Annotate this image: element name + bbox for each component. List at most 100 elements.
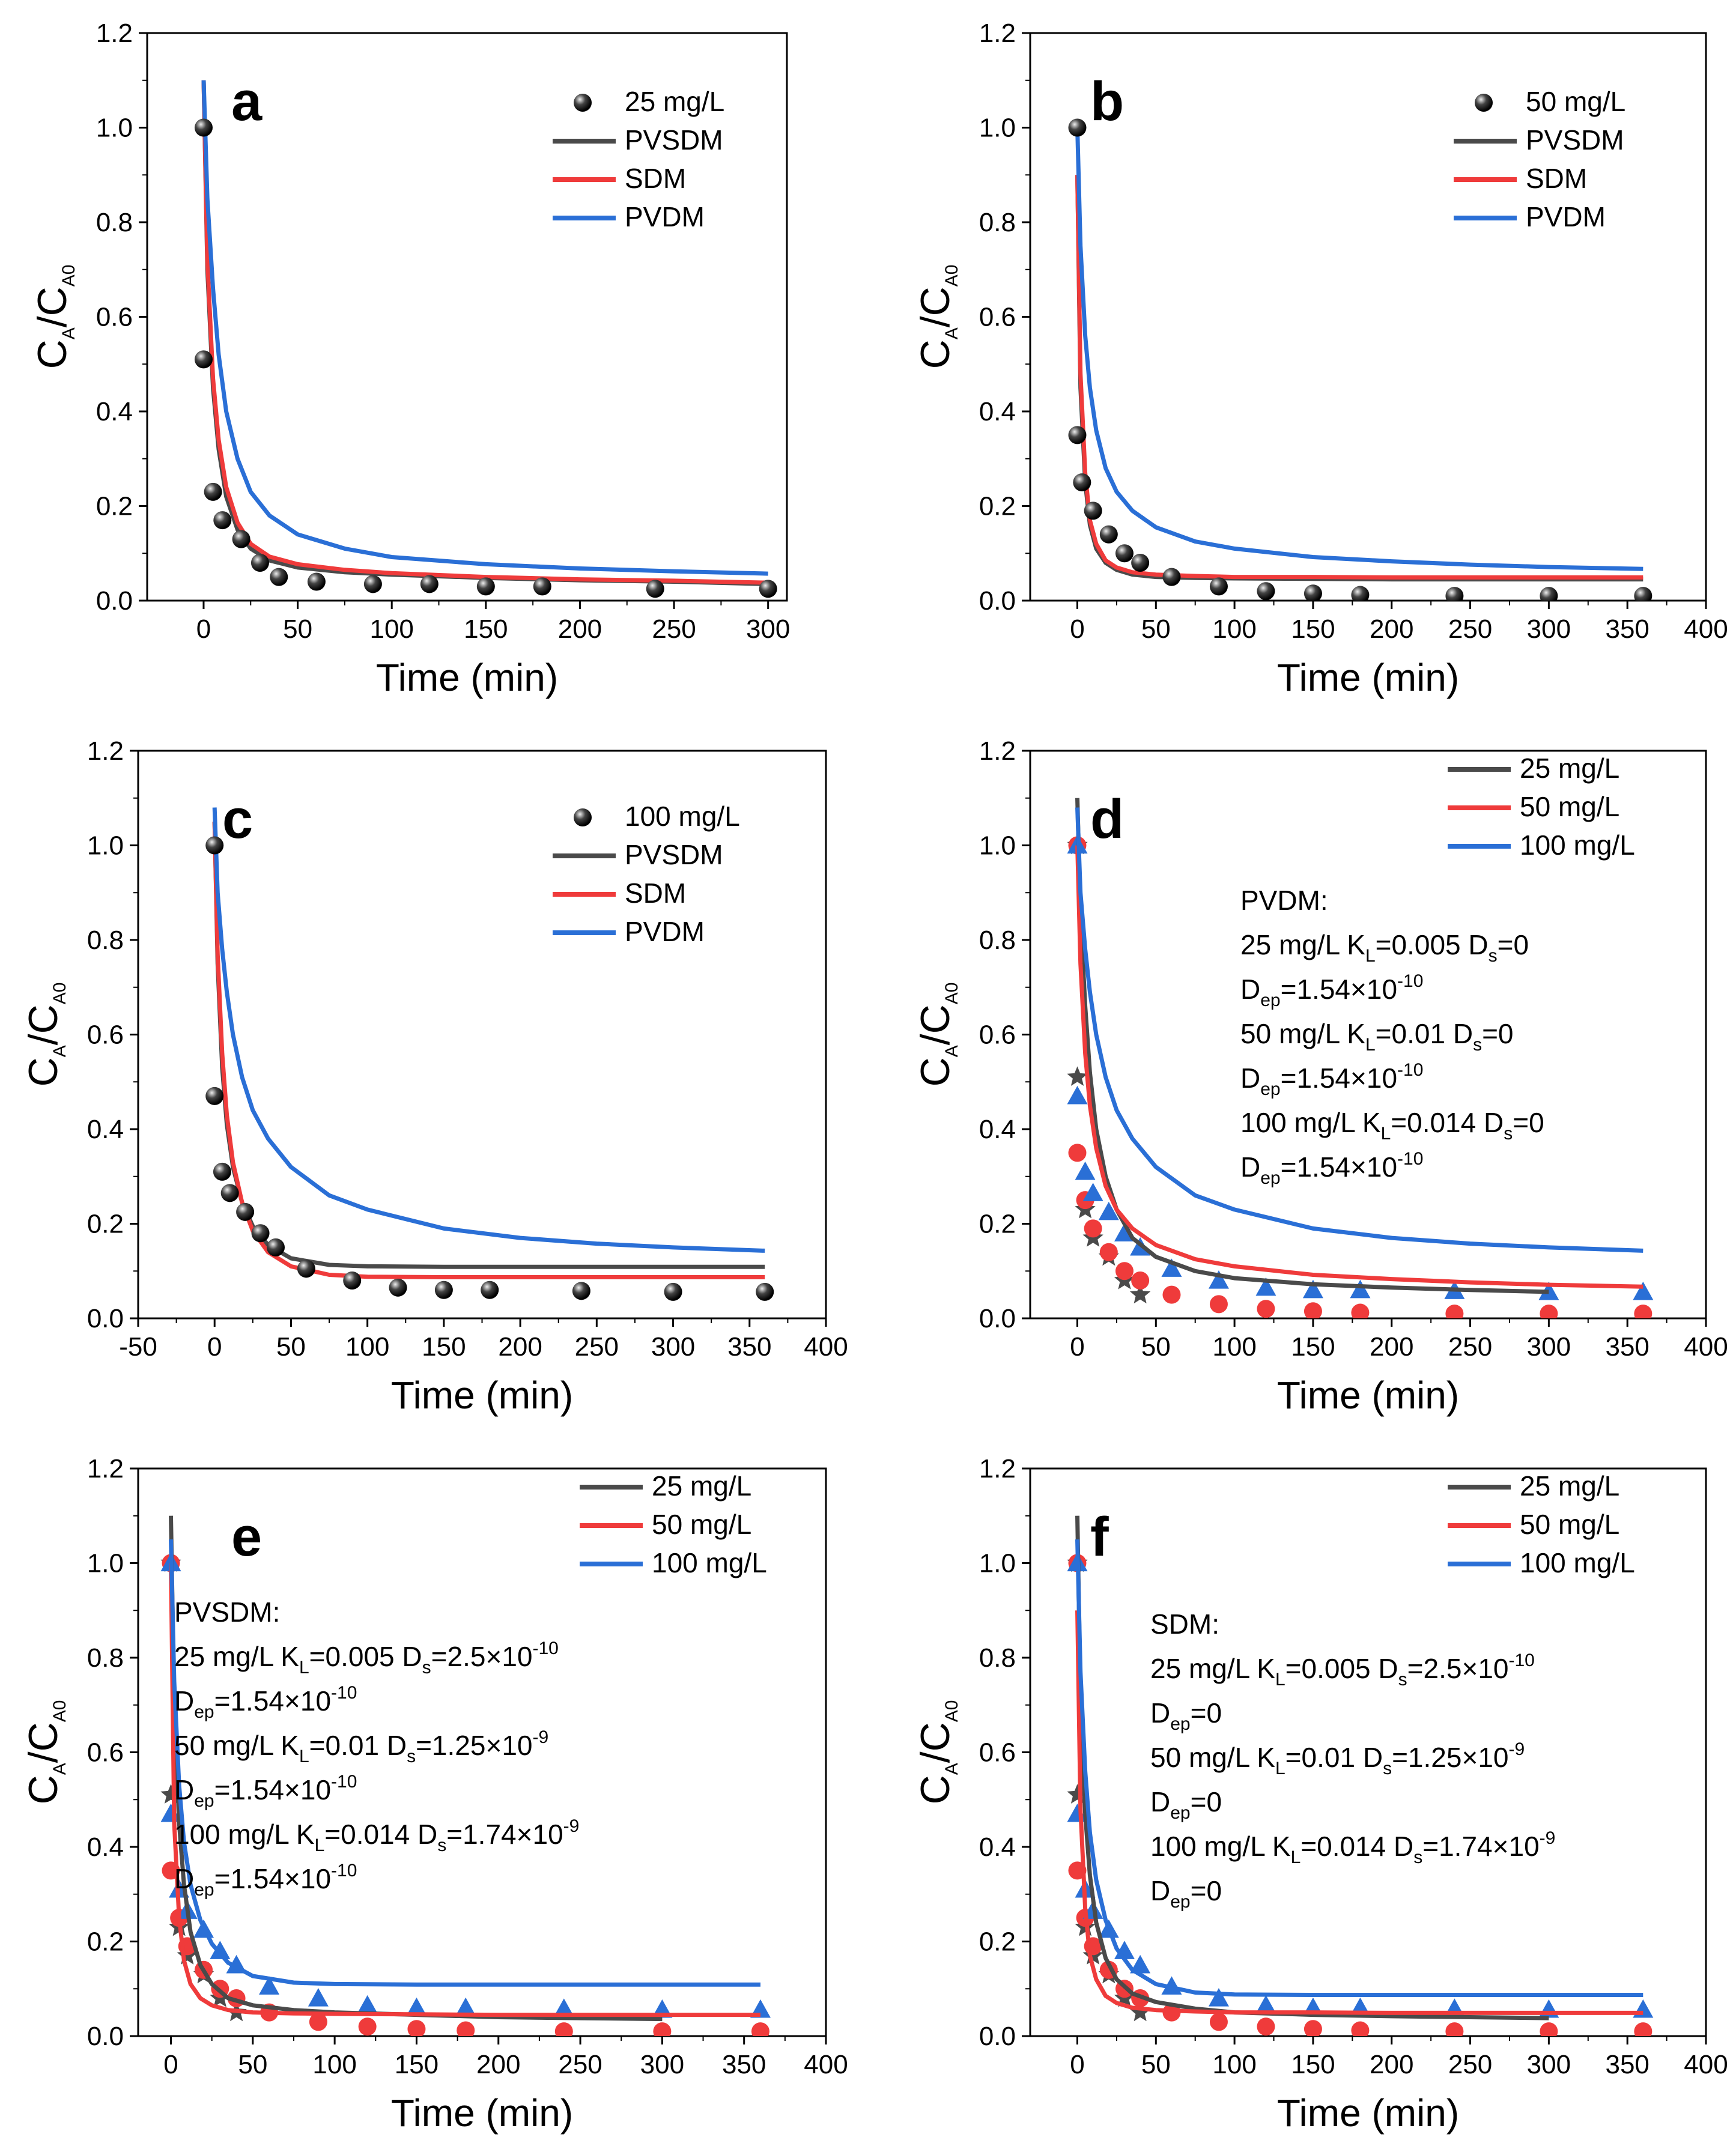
lines-layer [201, 80, 768, 586]
data-point [236, 1202, 255, 1221]
x-tick-label: 100 [369, 614, 413, 644]
annotation: PVDM: 25 mg/L KL=0.005 Ds=0 Dep=1.54×10-10… [1240, 885, 1544, 1188]
panel-letter: d [1090, 789, 1124, 850]
annotation-row: 25 mg/L KL=0.005 Ds=0 [1240, 929, 1529, 966]
series-line-sdm [201, 80, 768, 585]
data-point [343, 1271, 362, 1290]
series-line-50-mg-l [1075, 845, 1643, 1289]
data-point [1208, 1988, 1229, 2007]
data-point [194, 118, 213, 137]
data-point [1255, 1995, 1276, 2014]
annotation-dep: Dep=1.54×10-10 [174, 1683, 357, 1722]
axis-ticks: 0 50 100 150 200 250 300 350 400 0.0 0.2 0.4 0.6 0.8 1… [979, 19, 1728, 644]
x-tick-label: 250 [652, 614, 696, 644]
x-tick-label: 350 [727, 1332, 771, 1362]
x-tick-label: 150 [1291, 1332, 1335, 1362]
data-point [1068, 118, 1087, 137]
x-tick-label: 200 [558, 614, 602, 644]
y-tick-label: 0.8 [96, 208, 133, 237]
y-tick-label: 0.8 [979, 926, 1016, 955]
series-line-100-mg-l [1075, 807, 1643, 1253]
data-point [751, 2022, 769, 2036]
data-point [1082, 1183, 1103, 1201]
data-point [1445, 1305, 1464, 1318]
axis-ticks: 0 50 100 150 200 250 300 350 400 0.0 0.2 0.4 0.6 0.8 1… [979, 736, 1728, 1362]
legend-label: SDM [625, 163, 686, 194]
panel-f: 0 50 100 150 200 250 300 350 400 0.0 0.2 0.4 0.6 0.8 1… [912, 1454, 1728, 2135]
data-point [1540, 1305, 1558, 1318]
y-tick-label: 0.6 [979, 1020, 1016, 1050]
y-tick-label: 0.0 [96, 586, 133, 616]
series-line-pvdm [1075, 127, 1643, 571]
legend-label: SDM [1526, 163, 1587, 194]
x-tick-label: 50 [1141, 614, 1171, 644]
y-tick-label: 0.6 [96, 303, 133, 332]
legend-label: 50 mg/L [1520, 791, 1619, 822]
data-point [407, 2020, 426, 2036]
series-line-25-mg-l [1075, 1515, 1549, 2020]
y-axis-label: CA/CA0 [20, 1700, 70, 1805]
annotation-row: 50 mg/L KL=0.01 Ds=0 [1240, 1018, 1514, 1055]
x-tick-label: 0 [1070, 1332, 1084, 1362]
data-point [1633, 1281, 1654, 1300]
series-line-25-mg-l [1075, 798, 1549, 1294]
data-point [1131, 1271, 1150, 1290]
annotation: PVSDM: 25 mg/L KL=0.005 Ds=2.5×10-10 Dep=1… [174, 1596, 579, 1900]
data-point [1068, 426, 1087, 444]
y-tick-label: 1.0 [87, 831, 124, 861]
annotation-title: PVDM: [1240, 885, 1328, 916]
legend-label: 50 mg/L [652, 1509, 751, 1540]
data-point [220, 1184, 239, 1202]
y-tick-label: 0.4 [87, 1115, 124, 1144]
legend-label: PVDM [1526, 201, 1606, 232]
legend-label: PVSDM [1526, 124, 1624, 156]
data-point [481, 1281, 499, 1299]
y-tick-label: 1.2 [87, 1454, 124, 1484]
y-tick-label: 1.2 [979, 736, 1016, 766]
x-tick-label: 350 [1605, 1332, 1649, 1362]
data-point [210, 1941, 231, 1959]
data-point [1445, 2022, 1464, 2036]
x-tick-label: 300 [1527, 1332, 1571, 1362]
plot-frame [1029, 32, 1707, 602]
y-axis-label: CA/CA0 [20, 983, 70, 1087]
data-point [270, 568, 288, 586]
data-point [1634, 587, 1653, 601]
data-point [664, 1282, 682, 1301]
series-line-25-mg-l [169, 1515, 663, 2022]
y-tick-label: 0.8 [979, 1643, 1016, 1673]
panel-letter: f [1090, 1506, 1109, 1568]
legend: 25 mg/L 50 mg/L 100 mg/L [1448, 753, 1635, 861]
data-point [389, 1278, 407, 1297]
axis-ticks: 0 50 100 150 200 250 300 350 400 0.0 0.2 0.4 0.6 0.8 1… [87, 1454, 848, 2079]
y-tick-label: 0.2 [87, 1210, 124, 1239]
legend: 50 mg/L PVSDM SDM PVDM [1454, 86, 1625, 232]
y-tick-label: 1.2 [979, 1454, 1016, 1484]
y-tick-label: 1.0 [979, 1549, 1016, 1578]
data-point [1304, 584, 1322, 601]
lines-layer [1075, 1515, 1643, 2020]
panel-e: 0 50 100 150 200 250 300 350 400 0.0 0.2 0.4 0.6 0.8 1… [20, 1454, 848, 2135]
axis-ticks: 0 50 100 150 200 250 300 0.0 0.2 0.4 0.6 0.8 1.0 1.2 [96, 19, 791, 644]
data-point [1067, 1066, 1088, 1086]
data-point [1257, 1300, 1275, 1318]
axis-ticks: 0 50 100 150 200 250 300 350 400 0.0 0.2 0.4 0.6 0.8 1… [979, 1454, 1728, 2079]
data-point [1445, 587, 1464, 601]
x-tick-label: 300 [1527, 2050, 1571, 2079]
x-axis-label: Time (min) [376, 656, 558, 699]
y-axis-label: CA/CA0 [912, 265, 962, 369]
data-point [1257, 582, 1275, 601]
legend-label: 25 mg/L [652, 1470, 751, 1502]
data-point [232, 530, 250, 548]
y-tick-label: 0.6 [979, 303, 1016, 332]
x-tick-label: 400 [804, 2050, 848, 2079]
x-tick-label: 200 [498, 1332, 542, 1362]
x-axis-label: Time (min) [391, 1374, 573, 1417]
axis-ticks: -50 0 50 100 150 200 250 300 350 400 0.0 0.2 0.4 0.6 0… [87, 736, 848, 1362]
y-axis-label: CA/CA0 [29, 265, 79, 369]
annotation: SDM: 25 mg/L KL=0.005 Ds=2.5×10-10 Dep=0 50… [1150, 1608, 1555, 1912]
data-point [194, 350, 213, 369]
annotation-dep: Dep=0 [1150, 1786, 1222, 1823]
data-point [1099, 525, 1118, 544]
annotation-row: 25 mg/L KL=0.005 Ds=2.5×10-10 [174, 1638, 559, 1678]
